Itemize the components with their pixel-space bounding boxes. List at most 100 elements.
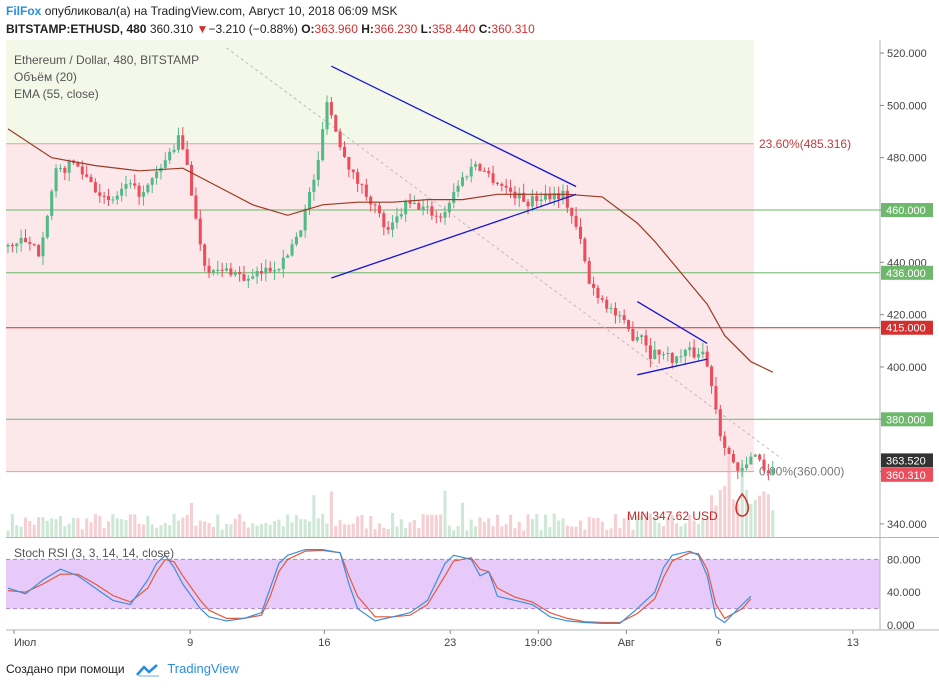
min-price-label: MIN 347.62 USD	[627, 509, 718, 523]
volume-bar	[281, 526, 285, 537]
volume-bar	[482, 521, 486, 537]
volume-bar	[172, 513, 176, 537]
candle-body	[670, 353, 674, 363]
volume-bar	[675, 523, 679, 537]
volume-bar	[404, 527, 408, 537]
candle-body	[321, 129, 325, 161]
volume-bar	[89, 522, 93, 537]
volume-bar	[28, 521, 32, 537]
candle-body	[351, 169, 355, 173]
volume-bar	[115, 518, 119, 537]
candle-body	[246, 278, 250, 281]
candle-body	[58, 167, 62, 169]
candle-body	[530, 196, 534, 207]
x-tick-label: 16	[318, 637, 330, 649]
volume-bar	[329, 491, 333, 537]
volume-bar	[273, 521, 277, 537]
volume-bar	[198, 520, 202, 537]
candle-body	[692, 347, 696, 358]
volume-bar	[705, 517, 709, 537]
candle-body	[133, 183, 137, 186]
candle-body	[80, 166, 84, 175]
volume-bar	[369, 515, 373, 537]
candle-body	[517, 192, 521, 199]
candle-body	[705, 351, 709, 367]
volume-bar	[631, 529, 635, 537]
level-tag	[881, 203, 933, 218]
x-tick-label: Июл	[14, 637, 36, 649]
candle-body	[229, 268, 233, 275]
candle-body	[41, 237, 45, 257]
volume-bar	[495, 514, 499, 537]
trading-chart[interactable]: 340.000360.000380.000400.000420.000440.0…	[0, 40, 939, 655]
volume-bar	[277, 519, 281, 537]
candle-body	[168, 151, 172, 161]
volume-bar	[259, 523, 263, 537]
volume-bar	[452, 530, 456, 537]
volume-bar	[653, 516, 657, 537]
candle-body	[220, 269, 224, 271]
volume-bar	[408, 522, 412, 537]
candle-body	[679, 356, 683, 358]
x-tick-label: 13	[847, 637, 859, 649]
tradingview-link[interactable]: TradingView	[167, 661, 239, 676]
volume-bar	[76, 518, 80, 537]
volume-bar	[627, 514, 631, 537]
volume-bar	[146, 515, 150, 537]
triangle-trendline	[331, 65, 577, 188]
candle-body	[509, 187, 513, 192]
candle-body	[474, 164, 478, 167]
fib-top-label: 23.60%(485.316)	[759, 137, 851, 151]
volume-bar	[635, 514, 639, 537]
volume-bar	[63, 526, 67, 537]
volume-bar	[487, 518, 491, 537]
volume-bar	[718, 490, 722, 537]
candle-body	[76, 162, 80, 167]
candle-body	[391, 222, 395, 230]
candle-body	[740, 467, 744, 471]
candle-body	[688, 347, 692, 350]
volume-bar	[644, 512, 648, 537]
volume-bar	[465, 530, 469, 537]
volume-bar	[526, 514, 530, 537]
volume-bar	[342, 524, 347, 537]
volume-bar	[679, 526, 683, 537]
volume-bar	[661, 526, 666, 537]
candle-body	[45, 215, 49, 238]
y-tick-label: 400.000	[887, 362, 927, 374]
volume-bar	[190, 502, 194, 537]
volume-bar	[137, 523, 141, 537]
candle-body	[631, 329, 635, 341]
candle-body	[259, 271, 263, 274]
volume-bar	[771, 510, 775, 537]
tradingview-logo-icon	[136, 663, 159, 677]
volume-bar	[570, 526, 574, 537]
candle-body	[526, 201, 530, 207]
last-price: 360.310	[149, 22, 194, 36]
volume-bar	[578, 520, 582, 537]
level-tag	[881, 265, 933, 280]
volume-bar	[430, 514, 434, 537]
candle-body	[605, 299, 609, 309]
volume-bar	[67, 523, 71, 537]
candle-body	[216, 269, 220, 271]
volume-bar	[474, 526, 478, 537]
volume-bar	[15, 525, 19, 537]
candle-body	[640, 335, 644, 337]
candle-body	[439, 216, 443, 218]
candle-body	[111, 199, 115, 201]
volume-bar	[255, 525, 259, 537]
candle-body	[661, 354, 666, 356]
volume-bar	[203, 521, 207, 537]
level-tag-label: 415.000	[886, 323, 926, 335]
volume-bar	[120, 519, 124, 537]
candle-body	[181, 135, 185, 150]
volume-bar	[439, 514, 443, 537]
candle-body	[443, 212, 447, 218]
volume-bar	[640, 515, 644, 537]
volume-bar	[740, 464, 744, 537]
candle-body	[377, 205, 381, 214]
author-name[interactable]: FilFox	[6, 4, 42, 18]
volume-bar	[373, 529, 377, 537]
volume-bar	[360, 514, 364, 537]
